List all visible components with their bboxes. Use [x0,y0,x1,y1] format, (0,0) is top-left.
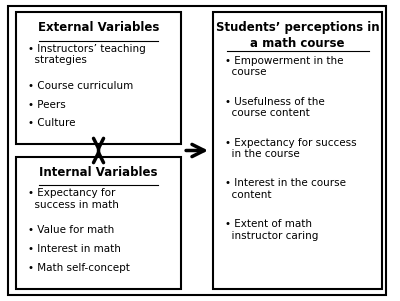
FancyBboxPatch shape [16,12,181,144]
Text: External Variables: External Variables [38,21,159,34]
Text: Internal Variables: Internal Variables [39,166,158,178]
Text: • Expectancy for success
  in the course: • Expectancy for success in the course [225,138,356,159]
FancyBboxPatch shape [8,6,386,295]
Text: • Interest in the course
  content: • Interest in the course content [225,178,346,200]
Text: • Interest in math: • Interest in math [28,244,120,254]
FancyBboxPatch shape [213,12,382,289]
Text: • Extent of math
  instructor caring: • Extent of math instructor caring [225,219,318,241]
Text: • Math self-concept: • Math self-concept [28,263,130,273]
Text: • Value for math: • Value for math [28,225,114,235]
Text: • Usefulness of the
  course content: • Usefulness of the course content [225,97,324,118]
Text: • Expectancy for
  success in math: • Expectancy for success in math [28,188,118,210]
Text: • Empowerment in the
  course: • Empowerment in the course [225,56,343,77]
FancyBboxPatch shape [16,157,181,289]
Text: • Culture: • Culture [28,118,75,128]
Text: • Instructors’ teaching
  strategies: • Instructors’ teaching strategies [28,44,145,65]
Text: • Peers: • Peers [28,100,65,110]
Text: Students’ perceptions in
a math course: Students’ perceptions in a math course [216,21,379,50]
Text: • Course curriculum: • Course curriculum [28,81,133,91]
